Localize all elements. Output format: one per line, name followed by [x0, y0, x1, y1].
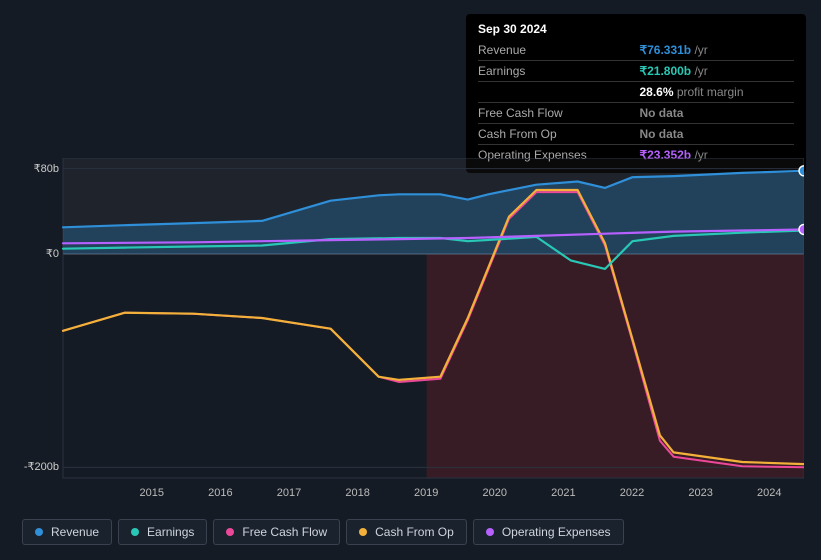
tooltip-row-label: Free Cash Flow: [478, 103, 639, 124]
tooltip-row-value: ₹76.331b /yr: [639, 40, 794, 61]
chart-legend: Revenue Earnings Free Cash Flow Cash From O…: [22, 519, 624, 545]
tooltip-row-label: Revenue: [478, 40, 639, 61]
x-axis-label: 2015: [140, 487, 164, 499]
legend-dot-icon: [226, 528, 234, 536]
legend-item[interactable]: Revenue: [22, 519, 112, 545]
legend-item[interactable]: Earnings: [118, 519, 207, 545]
x-axis: 2015 2016 2017 2018 2019 2020 2021 2022 2023 2024: [45, 487, 804, 507]
x-axis-label: 2019: [414, 487, 438, 499]
y-axis-label: ₹0: [46, 247, 59, 260]
legend-label: Cash From Op: [375, 525, 454, 539]
tooltip-row-label: Cash From Op: [478, 124, 639, 145]
tooltip-row-value: ₹21.800b /yr: [639, 61, 794, 82]
tooltip-row-label: [478, 82, 639, 103]
y-axis-label: -₹200b: [24, 460, 59, 473]
y-axis-label: ₹80b: [34, 162, 59, 175]
tooltip-row-label: Earnings: [478, 61, 639, 82]
tooltip-row-value: No data: [639, 124, 794, 145]
tooltip-table: Revenue₹76.331b /yrEarnings₹21.800b /yr2…: [478, 40, 794, 165]
x-axis-label: 2017: [277, 487, 301, 499]
legend-item[interactable]: Free Cash Flow: [213, 519, 340, 545]
x-axis-label: 2023: [688, 487, 712, 499]
legend-dot-icon: [35, 528, 43, 536]
x-axis-label: 2016: [208, 487, 232, 499]
legend-label: Operating Expenses: [502, 525, 611, 539]
x-axis-label: 2024: [757, 487, 781, 499]
x-axis-label: 2020: [483, 487, 507, 499]
legend-dot-icon: [359, 528, 367, 536]
x-axis-label: 2018: [345, 487, 369, 499]
legend-label: Revenue: [51, 525, 99, 539]
x-axis-label: 2022: [620, 487, 644, 499]
tooltip-row-value: 28.6% profit margin: [639, 82, 794, 103]
tooltip-row-value: No data: [639, 103, 794, 124]
x-axis-label: 2021: [551, 487, 575, 499]
legend-dot-icon: [486, 528, 494, 536]
legend-dot-icon: [131, 528, 139, 536]
legend-label: Earnings: [147, 525, 194, 539]
legend-item[interactable]: Operating Expenses: [473, 519, 624, 545]
tooltip-date: Sep 30 2024: [478, 22, 794, 40]
legend-label: Free Cash Flow: [242, 525, 327, 539]
chart-tooltip: Sep 30 2024 Revenue₹76.331b /yrEarnings₹…: [466, 14, 806, 173]
legend-item[interactable]: Cash From Op: [346, 519, 467, 545]
financials-chart: ₹80b ₹0 -₹200b: [18, 158, 804, 482]
